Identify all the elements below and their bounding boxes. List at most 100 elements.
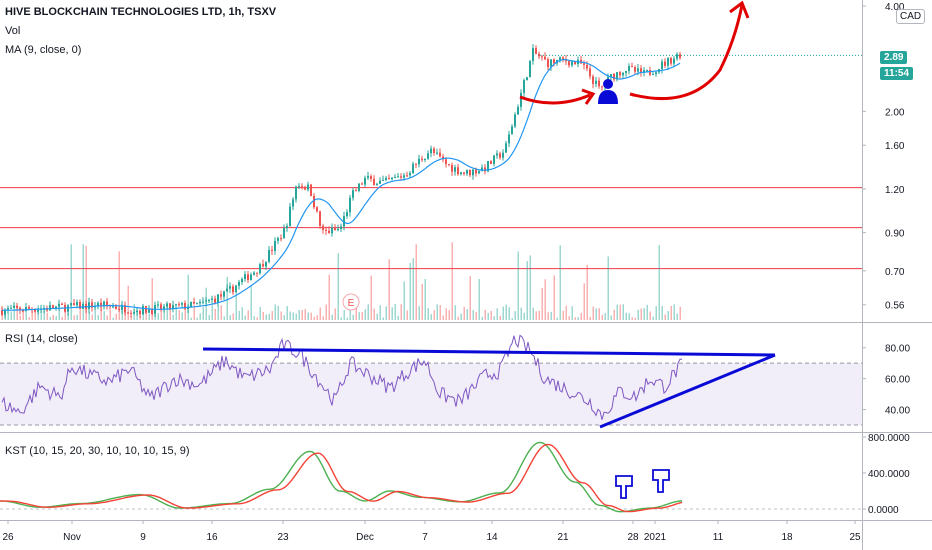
candle-body xyxy=(619,72,621,76)
drawn-curve-arrow xyxy=(629,4,744,101)
candle-body xyxy=(439,152,441,157)
volume-bar xyxy=(382,317,384,320)
volume-bar xyxy=(526,261,528,320)
volume-bar xyxy=(286,306,288,320)
candle-body xyxy=(484,167,486,172)
volume-bar xyxy=(316,315,318,320)
candle-body xyxy=(151,309,153,314)
volume-bar xyxy=(562,310,564,320)
volume-bar xyxy=(139,315,141,320)
volume-bar xyxy=(649,311,651,320)
candle-body xyxy=(550,59,552,68)
volume-bar xyxy=(448,310,450,320)
volume-bar xyxy=(436,304,438,320)
candle-body xyxy=(79,302,81,309)
candle-body xyxy=(643,70,645,73)
volume-bar xyxy=(241,307,243,320)
candle-body xyxy=(346,212,348,217)
volume-bar xyxy=(310,312,312,320)
volume-bar xyxy=(508,307,510,320)
volume-bar xyxy=(433,310,435,320)
candle-body xyxy=(76,302,78,306)
volume-bar xyxy=(34,312,36,320)
candle-body xyxy=(418,158,420,165)
candle-body xyxy=(667,57,669,66)
volume-bar xyxy=(289,311,291,320)
volume-bar xyxy=(352,314,354,320)
volume-bar xyxy=(40,310,42,320)
candle-body xyxy=(610,74,612,77)
volume-bar xyxy=(163,306,165,320)
candle-body xyxy=(661,61,663,70)
currency-badge[interactable]: CAD xyxy=(896,9,926,24)
price-tick-label: 4.00 xyxy=(885,2,905,13)
candle-body xyxy=(67,305,69,312)
volume-bar xyxy=(322,316,324,320)
volume-bar xyxy=(619,304,621,320)
candle-body xyxy=(376,183,378,186)
volume-bar xyxy=(616,304,618,320)
candle-body xyxy=(370,176,372,179)
candle-body xyxy=(481,167,483,172)
candle-body xyxy=(400,176,402,178)
volume-bar xyxy=(70,244,72,320)
kst-tick-label: 800.0000 xyxy=(868,433,910,444)
volume-bar xyxy=(31,310,33,320)
volume-bar xyxy=(613,309,615,320)
candle-body xyxy=(238,282,240,286)
candle-body xyxy=(523,80,525,93)
volume-bar xyxy=(142,309,144,320)
candle-body xyxy=(511,126,513,135)
time-tick-label: 14 xyxy=(486,532,498,543)
candle-body xyxy=(340,226,342,229)
volume-bar xyxy=(457,316,459,320)
volume-bar xyxy=(226,276,228,320)
candle-body xyxy=(295,186,297,200)
legend-kst: KST (10, 15, 20, 30, 10, 10, 10, 15, 9) xyxy=(5,445,190,457)
candle-body xyxy=(331,227,333,234)
kst-tick-label: 0.0000 xyxy=(868,505,899,516)
candle-body xyxy=(187,307,189,309)
volume-bar xyxy=(661,306,663,320)
volume-bar xyxy=(151,278,153,320)
candle-body xyxy=(16,305,18,308)
time-tick-label: 18 xyxy=(781,532,793,543)
volume-bar xyxy=(10,311,12,320)
candle-body xyxy=(247,274,249,281)
candle-body xyxy=(250,274,252,281)
candle-body xyxy=(412,163,414,173)
volume-bar xyxy=(7,312,9,320)
candle-body xyxy=(541,56,543,58)
candle-body xyxy=(142,306,144,315)
rsi-tick-label: 60.00 xyxy=(885,375,910,386)
candle-body xyxy=(19,307,21,311)
candle-body xyxy=(583,63,585,65)
candle-body xyxy=(409,172,411,176)
volume-bar xyxy=(331,314,333,320)
candle-body xyxy=(196,303,198,305)
candle-body xyxy=(649,69,651,75)
candle-body xyxy=(145,306,147,313)
volume-bar xyxy=(556,317,558,320)
candle-body xyxy=(601,86,603,88)
volume-bar xyxy=(328,274,330,320)
candle-body xyxy=(214,298,216,303)
candle-body xyxy=(181,303,183,305)
trendline xyxy=(599,353,776,429)
volume-bar xyxy=(586,264,588,320)
volume-bar xyxy=(43,308,45,320)
time-tick-label: 28 xyxy=(627,532,639,543)
candle-body xyxy=(625,70,627,73)
candle-body xyxy=(58,303,60,307)
candle-body xyxy=(169,303,171,309)
candle-body xyxy=(220,294,222,297)
candle-body xyxy=(325,229,327,231)
candle-body xyxy=(91,302,93,308)
candle-body xyxy=(535,48,537,54)
volume-bar xyxy=(67,312,69,320)
candle-body xyxy=(460,172,462,175)
volume-bar xyxy=(19,315,21,320)
volume-bar xyxy=(259,306,261,320)
volume-bar xyxy=(118,251,120,320)
